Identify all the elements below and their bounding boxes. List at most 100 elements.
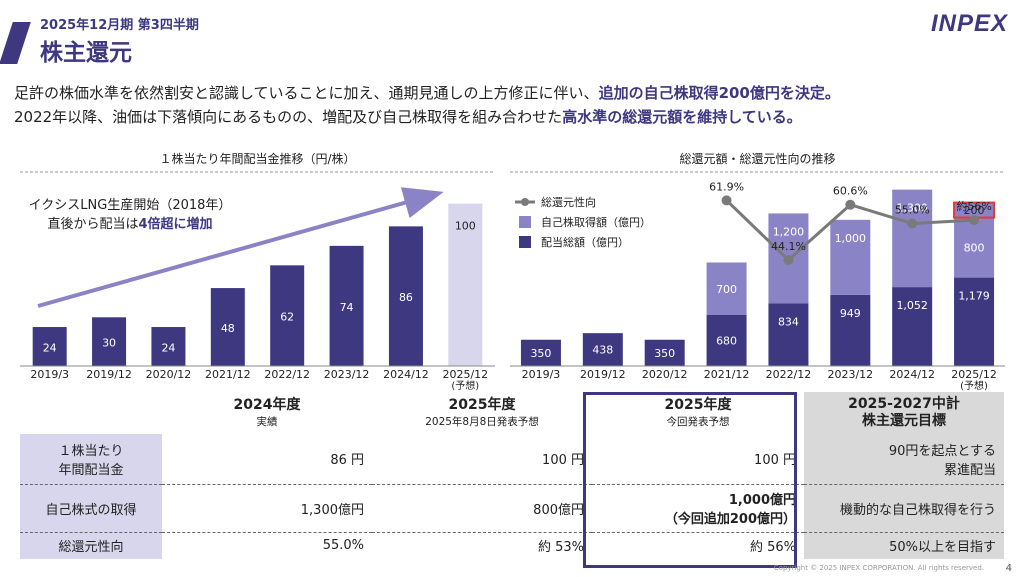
intro-line-1: 足許の株価水準を依然割安と認識していることに加え、通期見通しの上方修正に伴い、追… xyxy=(14,82,840,103)
dividend-category-label: 2022/12 xyxy=(264,368,310,381)
header-2024-actual: 2024年度 実績 xyxy=(233,397,301,428)
cell-dividend-2025-current: 100 円 xyxy=(592,434,804,485)
dividend-category-label: 2019/3 xyxy=(30,368,69,381)
period-label: 2025年12月期 第3四半期 xyxy=(40,18,199,33)
annotation-line-2-plain: 直後から配当は xyxy=(47,217,138,232)
payout-ratio-point xyxy=(845,199,856,210)
total-return-chart: 総還元性向 自己株取得額（億円） 配当総額（億円） 350 2019/3 438 20… xyxy=(510,171,1005,392)
dividend-chart: イクシスLNG生産開始（2018年） 直後から配当は4倍超に増加 24 2019/… xyxy=(20,171,495,392)
buyback-label: 1,000 xyxy=(835,232,867,245)
cell-buyback-2024: 1,300億円 xyxy=(162,484,372,533)
buyback-bar xyxy=(706,262,747,315)
dividend-value-label: 48 xyxy=(221,322,235,335)
table-row: 自己株式の取得 1,300億円 800億円 1,000億円 （今回追加200億円）… xyxy=(20,484,1004,533)
dividend-category-label: 2021/12 xyxy=(205,368,251,381)
dividend-value-label: 100 xyxy=(455,220,476,233)
dividend-total-bar xyxy=(954,277,995,366)
cell-payout-goal: 50%以上を目指す xyxy=(804,532,1004,559)
dividend-bar xyxy=(210,288,245,366)
row-label-payout: 総還元性向 xyxy=(20,532,162,559)
intro-line-1-bold: 追加の自己株取得200億円を決定。 xyxy=(598,84,840,102)
table-row: 総還元性向 55.0% 約 53% 約 56% 50%以上を目指す xyxy=(20,532,1004,559)
dividend-total-bar xyxy=(520,339,561,366)
dividend-total-label: 350 xyxy=(530,347,551,360)
cell-payout-2025-current: 約 56% xyxy=(749,540,796,556)
total-return-category-label: 2022/12 xyxy=(766,368,812,381)
dividend-total-label: 1,052 xyxy=(896,299,928,312)
dividend-value-label: 62 xyxy=(280,311,294,324)
payout-ratio-label: 55.0% xyxy=(895,204,930,217)
dividend-value-label: 24 xyxy=(161,342,175,355)
dividend-bar xyxy=(270,265,305,366)
dividend-value-label: 30 xyxy=(102,337,116,350)
dividend-total-bar xyxy=(582,333,623,366)
intro-line-2-plain: 2022年以降、油価は下落傾向にあるものの、増配及び自己株取得を組み合わせた xyxy=(14,108,563,126)
intro-line-2-bold: 高水準の総還元額を維持している。 xyxy=(562,108,802,126)
dividend-value-label: 24 xyxy=(43,342,57,355)
total-return-category-label: 2024/12 xyxy=(889,368,935,381)
dividend-total-bar xyxy=(830,294,871,366)
right-chart-title: 総還元額・総還元性向の推移 xyxy=(679,152,836,166)
cell-payout-2024: 55.0% xyxy=(322,538,364,554)
growth-arrow xyxy=(37,187,444,308)
copyright: Copyright © 2025 INPEX CORPORATION. All … xyxy=(773,564,984,572)
buyback-bar xyxy=(892,189,933,288)
legend-ratio-marker xyxy=(521,198,529,206)
payout-ratio-label: 約56% xyxy=(956,199,991,213)
dividend-total-label: 949 xyxy=(840,307,861,320)
dividend-category-label: 2020/12 xyxy=(146,368,192,381)
dividend-total-bar xyxy=(706,315,747,366)
cell-dividend-2024: 86 円 xyxy=(162,434,372,485)
dividend-category-label: 2019/12 xyxy=(86,368,132,381)
dividend-bar xyxy=(448,203,483,366)
header-2025-aug: 2025年度 2025年8月8日発表予想 xyxy=(425,397,539,428)
cell-buyback-2025-current: 1,000億円 （今回追加200億円） xyxy=(592,484,804,533)
cell-dividend-2025-aug: 100 円 xyxy=(372,434,592,485)
buyback-label: 700 xyxy=(716,283,737,296)
dividend-total-label: 438 xyxy=(592,344,613,357)
total-return-category-label: 2019/3 xyxy=(522,368,561,381)
total-return-category-label: 2021/12 xyxy=(704,368,750,381)
legend-ratio-label: 総還元性向 xyxy=(541,195,596,209)
payout-ratio-point xyxy=(783,255,794,266)
annotation-line-1: イクシスLNG生産開始（2018年） xyxy=(29,197,232,213)
row-label-dividend: １株当たり 年間配当金 xyxy=(20,434,162,485)
dividend-category-label: 2025/12 xyxy=(442,368,488,381)
payout-ratio-label: 61.9% xyxy=(709,180,744,193)
payout-ratio-point xyxy=(721,195,732,206)
dividend-category-label: 2024/12 xyxy=(383,368,429,381)
buyback-bar xyxy=(830,219,871,295)
total-return-category-label: 2023/12 xyxy=(827,368,873,381)
dividend-total-bar xyxy=(644,339,685,366)
cell-buyback-goal: 機動的な自己株取得を行う xyxy=(804,484,1004,533)
legend-buyback-label: 自己株取得額（億円） xyxy=(541,215,651,229)
total-return-category-label: 2019/12 xyxy=(580,368,626,381)
cell-payout-2025-aug: 約 53% xyxy=(537,540,584,556)
dividend-total-bar xyxy=(892,287,933,366)
current-forecast-highlight xyxy=(583,392,797,568)
annotation-line-2-bold: 4倍超に増加 xyxy=(138,216,212,232)
cell-dividend-goal: 90円を起点とする 累進配当 xyxy=(804,434,1004,485)
dividend-value-label: 86 xyxy=(399,291,413,304)
dividend-bar xyxy=(92,317,127,366)
legend-dividend-label: 配当総額（億円） xyxy=(541,235,629,249)
dividend-bar xyxy=(388,226,423,366)
dividend-total-bar xyxy=(768,303,809,366)
dividend-bar xyxy=(329,245,364,366)
annotation-line-2: 直後から配当は4倍超に増加 xyxy=(47,216,212,232)
buyback-label: 800 xyxy=(964,242,985,255)
legend-dividend-swatch xyxy=(519,236,531,248)
payout-ratio-point xyxy=(907,218,918,229)
dividend-total-label: 1,179 xyxy=(958,290,990,303)
dividend-total-label: 834 xyxy=(778,315,799,328)
additional-buyback-label: 200 xyxy=(964,204,985,217)
buyback-bar xyxy=(954,217,995,278)
row-label-buyback: 自己株式の取得 xyxy=(20,484,162,533)
page-number: 4 xyxy=(1005,563,1012,574)
intro-line-1-plain: 足許の株価水準を依然割安と認識していることに加え、通期見通しの上方修正に伴い、 xyxy=(14,84,599,102)
payout-ratio-label: 44.1% xyxy=(771,240,806,253)
dividend-total-label: 350 xyxy=(654,347,675,360)
dividend-bar xyxy=(151,327,186,366)
cell-buyback-2025-aug: 800億円 xyxy=(372,484,592,533)
dividend-category-label-note: (予想) xyxy=(451,379,479,392)
